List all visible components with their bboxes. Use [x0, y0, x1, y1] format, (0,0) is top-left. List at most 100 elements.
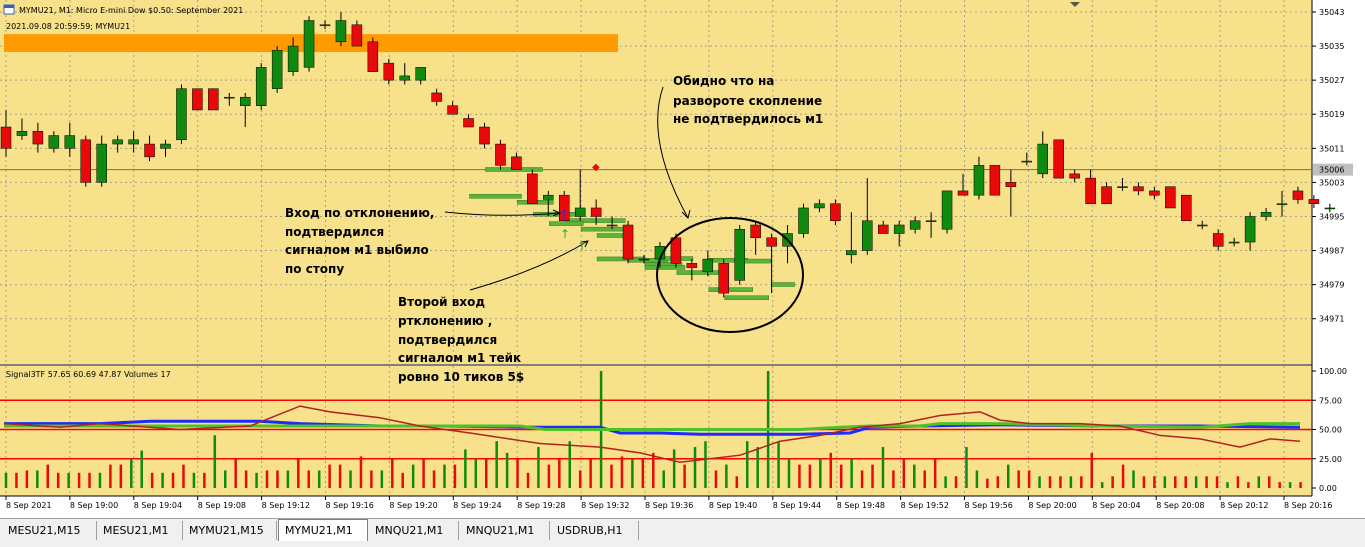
candle-bull [1324, 207, 1336, 210]
highlight-ellipse[interactable] [656, 217, 804, 333]
candle-bull [814, 203, 825, 209]
candle-bear [1101, 186, 1112, 204]
candle-bear [622, 224, 634, 260]
candle-bull [240, 96, 251, 106]
candle-bull [862, 220, 873, 251]
time-tick-label: 8 Sep 19:48 [837, 501, 885, 510]
candle-bear [1069, 173, 1080, 179]
current-price-box [1313, 163, 1353, 176]
time-tick-label: 8 Sep 19:52 [901, 501, 949, 510]
arrow-head-icon [681, 209, 691, 219]
candle-bull [64, 135, 76, 149]
candle-bear [718, 263, 729, 294]
time-tick-label: 8 Sep 19:20 [389, 501, 437, 510]
blue-arrow-icon: ↑ [559, 208, 569, 222]
price-tick-label: 35011 [1319, 144, 1344, 153]
shift-marker-icon[interactable] [1070, 2, 1080, 7]
tab-mnqu21-m1-2[interactable]: MNQU21,M1 [460, 521, 550, 540]
drawings: ↑ ↑ ↑ ◆ [444, 86, 804, 333]
annotation-1: Обидно что на развороте скопление не под… [673, 74, 823, 126]
chart-svg: 35043 35035 35027 35019 35011 35003 34995 34987… [0, 0, 1365, 518]
time-axis-background[interactable] [0, 496, 1312, 518]
tab-mymu21-m15[interactable]: MYMU21,M15 [183, 521, 277, 540]
price-tick-label: 35027 [1319, 76, 1344, 85]
candle-bull [287, 45, 299, 72]
candle-bull [1021, 160, 1033, 163]
candle-bull [1244, 216, 1256, 243]
candle-bull [846, 250, 857, 256]
candle-bear [32, 131, 44, 145]
price-tick-label: 34971 [1319, 315, 1344, 324]
time-tick-label: 8 Sep 19:36 [645, 501, 693, 510]
symbol-tab-bar: MESU21,M15 MESU21,M1 MYMU21,M15 MYMU21,M… [0, 518, 1365, 547]
indicator-darkred-line [3, 405, 1301, 464]
time-tick-label: 8 Sep 19:00 [70, 501, 118, 510]
time-tick-label: 8 Sep 19:32 [581, 501, 629, 510]
candle-bear [479, 126, 490, 145]
svg-text:подтвердился: подтвердился [285, 225, 384, 239]
candle-bear [670, 237, 682, 264]
price-tick-label: 35003 [1319, 178, 1344, 187]
grid [0, 0, 1312, 496]
price-tick-label: 35043 [1319, 8, 1344, 17]
candle-bull [16, 131, 28, 136]
candle-bull [973, 165, 985, 196]
candle-bear [192, 88, 203, 111]
price-axis-background[interactable] [1312, 0, 1365, 518]
candle-bull [1260, 211, 1272, 217]
candle-bear [878, 224, 889, 234]
time-tick-label: 8 Sep 20:00 [1028, 501, 1076, 510]
candle-bull [128, 139, 139, 145]
green-arrow-icon: ↑ [560, 227, 570, 241]
tab-mnqu21-m1[interactable]: MNQU21,M1 [369, 521, 459, 540]
svg-text:сигналом м1 выбило: сигналом м1 выбило [285, 243, 429, 257]
candle-bear [495, 143, 506, 166]
candle-bear [1212, 233, 1224, 247]
candle-bull [798, 207, 809, 234]
time-tick-label: 8 Sep 19:12 [262, 501, 310, 510]
candle-bull [319, 24, 331, 27]
annotation-2: Вход по отклонению, подтвердился сигнало… [285, 206, 434, 276]
green-arrow-icon: ↑ [577, 239, 587, 253]
time-tick-label: 8 Sep 20:08 [1156, 501, 1204, 510]
time-tick-label: 8 Sep 20:04 [1092, 501, 1140, 510]
time-tick-label: 8 Sep 19:04 [134, 501, 182, 510]
candle-bear [431, 92, 442, 102]
candle-bull [543, 194, 554, 200]
volume-cluster-bar [596, 233, 626, 238]
svg-text:подтвердился: подтвердился [398, 333, 497, 347]
candle-bear [989, 165, 1001, 196]
window-title: MYMU21, M1: Micro E-mini Dow $0.50: Sept… [19, 6, 243, 15]
arrow-line-2 [444, 211, 561, 216]
candle-bull [335, 20, 347, 43]
tab-mesu21-m1[interactable]: MESU21,M1 [97, 521, 183, 540]
candle-bear [957, 190, 969, 196]
arrow-head-icon [552, 209, 562, 217]
candle-bear [1308, 199, 1320, 204]
tab-mymu21-m1[interactable]: MYMU21,M1 [278, 519, 368, 541]
tab-usdrub-h1[interactable]: USDRUB,H1 [551, 521, 639, 540]
candle-bear [511, 156, 522, 170]
candle-bull [574, 207, 586, 217]
time-tick-label: 8 Sep 20:16 [1284, 501, 1332, 510]
annotation-3: Второй вход ртклонению , подтвердился си… [398, 295, 524, 384]
candle-bear [144, 143, 155, 158]
red-diamond-icon: ◆ [592, 162, 600, 173]
candle-bear [766, 237, 777, 247]
price-tick-label: 35019 [1319, 110, 1344, 119]
candle-bull [893, 224, 905, 234]
candle-bear [463, 118, 474, 128]
candle-bear [1053, 139, 1064, 179]
svg-text:ртклонению ,: ртклонению , [398, 314, 492, 328]
time-tick-label: 8 Sep 19:56 [965, 501, 1013, 510]
candle-bull [909, 220, 921, 230]
svg-text:по стопу: по стопу [285, 262, 344, 276]
tab-mesu21-m15[interactable]: MESU21,M15 [2, 521, 97, 540]
indicator-tick-label: 0.00 [1319, 484, 1337, 493]
candle-bear [750, 224, 761, 239]
candle-bull [941, 190, 953, 230]
arrow-line-1 [657, 86, 689, 219]
indicator-blue-line [4, 419, 1301, 436]
time-tick-label: 8 Sep 19:28 [517, 501, 565, 510]
candle-bear [1133, 186, 1144, 192]
